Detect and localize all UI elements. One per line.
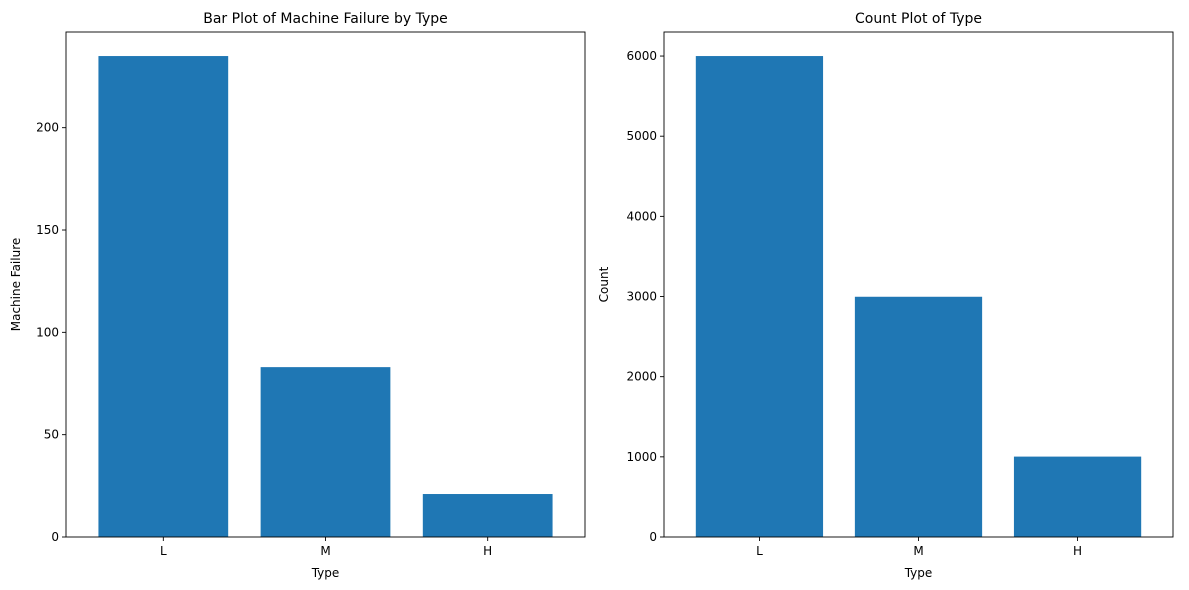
y-tick-label: 1000: [626, 450, 657, 464]
y-axis-label: Machine Failure: [9, 238, 23, 332]
y-tick-label: 5000: [626, 129, 657, 143]
y-tick-label: 50: [44, 428, 59, 442]
x-axis-label: Type: [904, 566, 933, 580]
y-tick-label: 0: [649, 530, 657, 544]
bar-L: [695, 56, 824, 538]
y-tick-label: 6000: [626, 49, 657, 63]
y-tick-label: 4000: [626, 209, 657, 223]
y-tick-label: 150: [36, 223, 59, 237]
chart-panel-machine-failure: Bar Plot of Machine Failure by Type L M H 0 5…: [9, 11, 586, 580]
x-tick-label: H: [1073, 544, 1082, 558]
bar-H: [1013, 456, 1142, 537]
chart-title: Count Plot of Type: [855, 11, 982, 27]
y-axis-label: Count: [597, 266, 611, 302]
x-tick-label: M: [320, 544, 330, 558]
axes-frame: [65, 31, 586, 538]
bar-M: [260, 367, 391, 537]
y-tick-label: 3000: [626, 290, 657, 304]
y-tick-label: 0: [51, 530, 59, 544]
chart-title: Bar Plot of Machine Failure by Type: [203, 11, 448, 27]
y-tick-label: 200: [36, 121, 59, 135]
x-tick-label: L: [756, 544, 763, 558]
y-tick-label: 2000: [626, 370, 657, 384]
bar-M: [854, 296, 983, 537]
y-tick-label: 100: [36, 325, 59, 339]
bar-H: [422, 494, 553, 537]
x-axis-label: Type: [311, 566, 340, 580]
chart-panel-type-count: Count Plot of Type L M H 0 1000 2000 3000 4000 50…: [597, 11, 1174, 580]
x-tick-label: M: [913, 544, 923, 558]
x-tick-label: L: [160, 544, 167, 558]
x-tick-label: H: [483, 544, 492, 558]
bar-L: [98, 56, 229, 538]
axes-frame: [663, 31, 1174, 538]
